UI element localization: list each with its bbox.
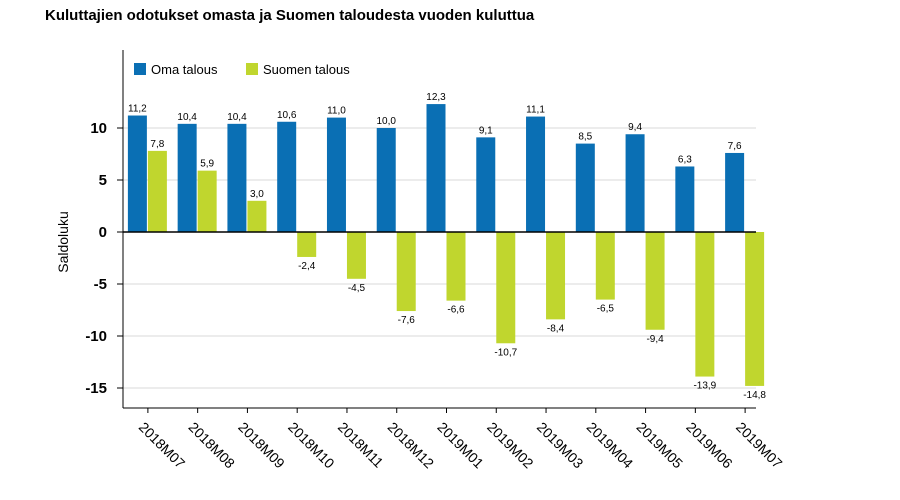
legend: Oma talous Suomen talous: [134, 62, 350, 77]
value-labels: 11,2 7,8 10,4 5,9 10,4 3,0 10,6 -2,4 11,0 -4,5 10,…: [128, 92, 766, 401]
data-label: -7,6: [398, 315, 416, 326]
xtick-label: 2019M07: [733, 419, 786, 472]
bar-oma-talous: [177, 123, 197, 232]
legend-label-suomen-talous: Suomen talous: [263, 62, 350, 77]
bar-oma-talous: [625, 134, 645, 232]
data-label: -13,9: [693, 381, 716, 392]
bar-suomen-talous: [346, 232, 366, 279]
bars: [127, 104, 765, 386]
data-label: 10,4: [177, 112, 197, 123]
legend-label-oma-talous: Oma talous: [151, 62, 218, 77]
data-label: 11,1: [526, 105, 545, 116]
bar-suomen-talous: [695, 232, 715, 377]
bar-suomen-talous: [297, 232, 317, 257]
xtick-label: 2018M07: [136, 419, 189, 472]
xtick-label: 2019M05: [633, 419, 686, 472]
data-label: 9,1: [479, 125, 493, 136]
bar-suomen-talous: [197, 170, 217, 232]
data-label: 11,2: [128, 104, 147, 115]
xtick-label: 2018M10: [285, 419, 338, 472]
y-axis-title: Saldoluku: [55, 211, 71, 273]
xtick-label: 2018M12: [385, 419, 438, 472]
data-label: 7,8: [150, 139, 164, 150]
data-label: 6,3: [678, 154, 692, 165]
data-label: 10,0: [376, 116, 396, 127]
data-label: -6,6: [447, 305, 465, 316]
bar-oma-talous: [476, 137, 496, 232]
ytick-label: -15: [85, 380, 107, 397]
data-label: 11,0: [327, 106, 346, 117]
chart-title: Kuluttajien odotukset omasta ja Suomen t…: [45, 7, 535, 24]
data-label: -6,5: [597, 304, 615, 315]
data-label: 10,6: [277, 110, 297, 121]
bar-oma-talous: [575, 143, 595, 232]
xtick-label: 2019M01: [434, 419, 487, 472]
bar-suomen-talous: [396, 232, 416, 312]
data-label: 10,4: [227, 112, 247, 123]
data-label: 9,4: [628, 122, 642, 133]
xtick-label: 2018M11: [335, 419, 387, 471]
ytick-label: -10: [85, 328, 107, 345]
data-label: -8,4: [547, 323, 565, 334]
bar-suomen-talous: [546, 232, 566, 320]
bar-suomen-talous: [147, 150, 167, 232]
bar-oma-talous: [127, 115, 147, 232]
bar-oma-talous: [277, 121, 297, 232]
data-label: 12,3: [426, 92, 446, 103]
data-label: 3,0: [250, 189, 264, 200]
bar-suomen-talous: [446, 232, 466, 301]
bar-oma-talous: [326, 117, 346, 232]
data-label: -14,8: [743, 390, 766, 401]
bar-oma-talous: [376, 128, 396, 232]
data-label: -10,7: [494, 347, 517, 358]
data-label: -4,5: [348, 283, 366, 294]
data-label: 8,5: [578, 132, 592, 143]
xtick-label: 2018M08: [186, 419, 239, 472]
legend-swatch-suomen-talous: [246, 63, 258, 75]
bar-oma-talous: [725, 152, 745, 232]
xtick-label: 2019M03: [534, 419, 587, 472]
xtick-label: 2018M09: [235, 419, 288, 472]
bar-suomen-talous: [745, 232, 765, 386]
legend-swatch-oma-talous: [134, 63, 146, 75]
xtick-label: 2019M06: [683, 419, 736, 472]
ytick-label: 5: [99, 172, 107, 189]
bar-suomen-talous: [247, 200, 267, 232]
bar-suomen-talous: [496, 232, 516, 344]
data-label: -9,4: [646, 334, 664, 345]
xtick-label: 2019M04: [584, 419, 637, 472]
ytick-label: 10: [90, 120, 107, 137]
bar-suomen-talous: [645, 232, 665, 330]
axes: 1050-5-10-15Saldoluku2018M072018M082018M…: [55, 50, 786, 472]
bar-oma-talous: [675, 166, 695, 232]
xtick-label: 2019M02: [484, 419, 537, 472]
bar-oma-talous: [526, 116, 546, 232]
data-label: 7,6: [728, 141, 742, 152]
bar-oma-talous: [426, 104, 446, 232]
ytick-label: 0: [99, 224, 107, 241]
data-label: -2,4: [298, 261, 316, 272]
bar-oma-talous: [227, 123, 247, 232]
ytick-label: -5: [94, 276, 107, 293]
bar-suomen-talous: [595, 232, 615, 300]
data-label: 5,9: [200, 159, 214, 170]
